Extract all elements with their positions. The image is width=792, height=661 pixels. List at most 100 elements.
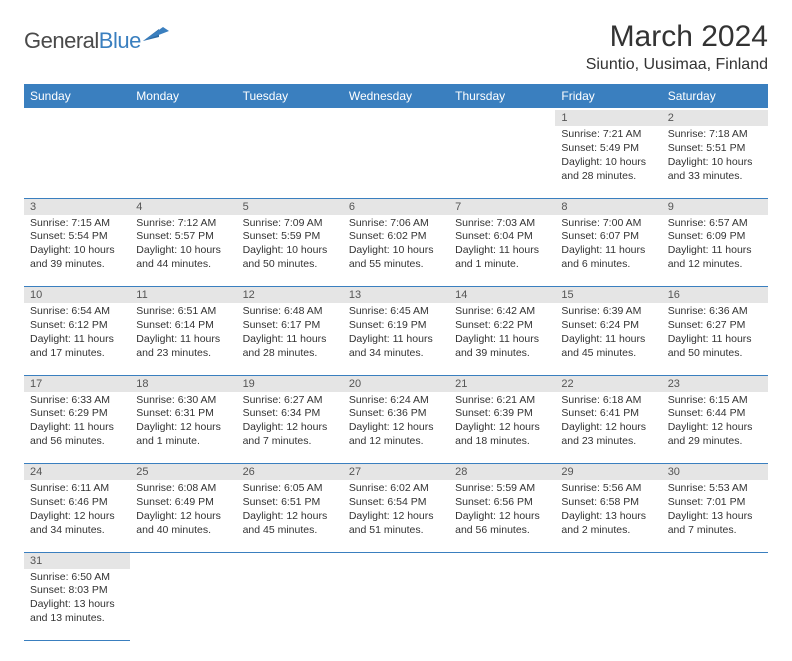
sunset-text: Sunset: 5:59 PM — [243, 230, 337, 244]
sunrise-text: Sunrise: 6:33 AM — [30, 394, 124, 408]
daylight-text: Daylight: 12 hours and 34 minutes. — [30, 510, 124, 538]
day-content: Sunrise: 7:00 AMSunset: 6:07 PMDaylight:… — [555, 215, 661, 276]
sunrise-text: Sunrise: 6:48 AM — [243, 305, 337, 319]
day-cell: Sunrise: 6:45 AMSunset: 6:19 PMDaylight:… — [343, 303, 449, 375]
sunrise-text: Sunrise: 6:18 AM — [561, 394, 655, 408]
sunset-text: Sunset: 6:24 PM — [561, 319, 655, 333]
sunrise-text: Sunrise: 6:30 AM — [136, 394, 230, 408]
day-content: Sunrise: 6:02 AMSunset: 6:54 PMDaylight:… — [343, 480, 449, 541]
sunset-text: Sunset: 6:19 PM — [349, 319, 443, 333]
sunrise-text: Sunrise: 6:11 AM — [30, 482, 124, 496]
weekday-header: Thursday — [449, 84, 555, 109]
calendar-page: GeneralBlue March 2024 Siuntio, Uusimaa,… — [0, 0, 792, 661]
daylight-text: Daylight: 12 hours and 1 minute. — [136, 421, 230, 449]
daylight-text: Daylight: 10 hours and 55 minutes. — [349, 244, 443, 272]
day-content: Sunrise: 6:18 AMSunset: 6:41 PMDaylight:… — [555, 392, 661, 453]
day-content: Sunrise: 6:27 AMSunset: 6:34 PMDaylight:… — [237, 392, 343, 453]
day-number: 31 — [24, 552, 130, 569]
day-cell — [343, 569, 449, 641]
day-number-row: 3456789 — [24, 198, 768, 215]
weekday-header-row: SundayMondayTuesdayWednesdayThursdayFrid… — [24, 84, 768, 109]
daylight-text: Daylight: 12 hours and 12 minutes. — [349, 421, 443, 449]
daylight-text: Daylight: 11 hours and 1 minute. — [455, 244, 549, 272]
sunrise-text: Sunrise: 6:50 AM — [30, 571, 124, 585]
sunset-text: Sunset: 8:03 PM — [30, 584, 124, 598]
day-content: Sunrise: 7:21 AMSunset: 5:49 PMDaylight:… — [555, 126, 661, 187]
weekday-header: Saturday — [662, 84, 768, 109]
daylight-text: Daylight: 10 hours and 44 minutes. — [136, 244, 230, 272]
daylight-text: Daylight: 11 hours and 28 minutes. — [243, 333, 337, 361]
logo: GeneralBlue — [24, 20, 169, 54]
day-content: Sunrise: 6:11 AMSunset: 6:46 PMDaylight:… — [24, 480, 130, 541]
sunset-text: Sunset: 6:04 PM — [455, 230, 549, 244]
sunrise-text: Sunrise: 6:57 AM — [668, 217, 762, 231]
day-number: 18 — [130, 375, 236, 392]
sunset-text: Sunset: 6:36 PM — [349, 407, 443, 421]
day-content: Sunrise: 6:15 AMSunset: 6:44 PMDaylight:… — [662, 392, 768, 453]
day-cell: Sunrise: 7:00 AMSunset: 6:07 PMDaylight:… — [555, 215, 661, 287]
page-header: GeneralBlue March 2024 Siuntio, Uusimaa,… — [24, 20, 768, 74]
day-cell: Sunrise: 6:57 AMSunset: 6:09 PMDaylight:… — [662, 215, 768, 287]
day-number: 21 — [449, 375, 555, 392]
day-content-row: Sunrise: 7:15 AMSunset: 5:54 PMDaylight:… — [24, 215, 768, 287]
sunrise-text: Sunrise: 6:36 AM — [668, 305, 762, 319]
day-number: 11 — [130, 287, 236, 304]
day-number: 8 — [555, 198, 661, 215]
day-number: 26 — [237, 464, 343, 481]
sunrise-text: Sunrise: 7:06 AM — [349, 217, 443, 231]
day-number — [555, 552, 661, 569]
sunrise-text: Sunrise: 7:03 AM — [455, 217, 549, 231]
sunrise-text: Sunrise: 6:54 AM — [30, 305, 124, 319]
day-cell — [449, 126, 555, 198]
weekday-header: Wednesday — [343, 84, 449, 109]
day-number: 29 — [555, 464, 661, 481]
day-content: Sunrise: 7:03 AMSunset: 6:04 PMDaylight:… — [449, 215, 555, 276]
daylight-text: Daylight: 10 hours and 28 minutes. — [561, 156, 655, 184]
day-number — [343, 552, 449, 569]
day-content: Sunrise: 6:45 AMSunset: 6:19 PMDaylight:… — [343, 303, 449, 364]
day-content: Sunrise: 7:18 AMSunset: 5:51 PMDaylight:… — [662, 126, 768, 187]
daylight-text: Daylight: 11 hours and 17 minutes. — [30, 333, 124, 361]
day-content-row: Sunrise: 7:21 AMSunset: 5:49 PMDaylight:… — [24, 126, 768, 198]
sunset-text: Sunset: 6:22 PM — [455, 319, 549, 333]
day-number-row: 10111213141516 — [24, 287, 768, 304]
daylight-text: Daylight: 11 hours and 34 minutes. — [349, 333, 443, 361]
daylight-text: Daylight: 12 hours and 51 minutes. — [349, 510, 443, 538]
sunset-text: Sunset: 6:39 PM — [455, 407, 549, 421]
day-number — [449, 552, 555, 569]
sunset-text: Sunset: 6:41 PM — [561, 407, 655, 421]
day-cell: Sunrise: 7:06 AMSunset: 6:02 PMDaylight:… — [343, 215, 449, 287]
day-content-row: Sunrise: 6:54 AMSunset: 6:12 PMDaylight:… — [24, 303, 768, 375]
sunrise-text: Sunrise: 6:08 AM — [136, 482, 230, 496]
day-cell: Sunrise: 6:50 AMSunset: 8:03 PMDaylight:… — [24, 569, 130, 641]
day-cell — [24, 126, 130, 198]
day-number: 7 — [449, 198, 555, 215]
title-block: March 2024 Siuntio, Uusimaa, Finland — [586, 20, 768, 74]
day-content: Sunrise: 6:42 AMSunset: 6:22 PMDaylight:… — [449, 303, 555, 364]
day-content-row: Sunrise: 6:11 AMSunset: 6:46 PMDaylight:… — [24, 480, 768, 552]
sunrise-text: Sunrise: 6:05 AM — [243, 482, 337, 496]
sunset-text: Sunset: 5:51 PM — [668, 142, 762, 156]
sunset-text: Sunset: 6:56 PM — [455, 496, 549, 510]
day-cell: Sunrise: 7:03 AMSunset: 6:04 PMDaylight:… — [449, 215, 555, 287]
day-number: 27 — [343, 464, 449, 481]
day-cell: Sunrise: 6:30 AMSunset: 6:31 PMDaylight:… — [130, 392, 236, 464]
day-cell: Sunrise: 6:27 AMSunset: 6:34 PMDaylight:… — [237, 392, 343, 464]
day-number: 1 — [555, 109, 661, 126]
day-number: 28 — [449, 464, 555, 481]
sunset-text: Sunset: 6:49 PM — [136, 496, 230, 510]
day-content: Sunrise: 6:51 AMSunset: 6:14 PMDaylight:… — [130, 303, 236, 364]
weekday-header: Tuesday — [237, 84, 343, 109]
sunrise-text: Sunrise: 7:00 AM — [561, 217, 655, 231]
daylight-text: Daylight: 11 hours and 12 minutes. — [668, 244, 762, 272]
sunrise-text: Sunrise: 6:02 AM — [349, 482, 443, 496]
daylight-text: Daylight: 13 hours and 2 minutes. — [561, 510, 655, 538]
day-number — [24, 109, 130, 126]
sunset-text: Sunset: 6:46 PM — [30, 496, 124, 510]
weekday-header: Sunday — [24, 84, 130, 109]
day-cell: Sunrise: 6:05 AMSunset: 6:51 PMDaylight:… — [237, 480, 343, 552]
day-cell: Sunrise: 6:36 AMSunset: 6:27 PMDaylight:… — [662, 303, 768, 375]
day-number — [237, 552, 343, 569]
month-title: March 2024 — [586, 20, 768, 54]
day-cell: Sunrise: 6:33 AMSunset: 6:29 PMDaylight:… — [24, 392, 130, 464]
